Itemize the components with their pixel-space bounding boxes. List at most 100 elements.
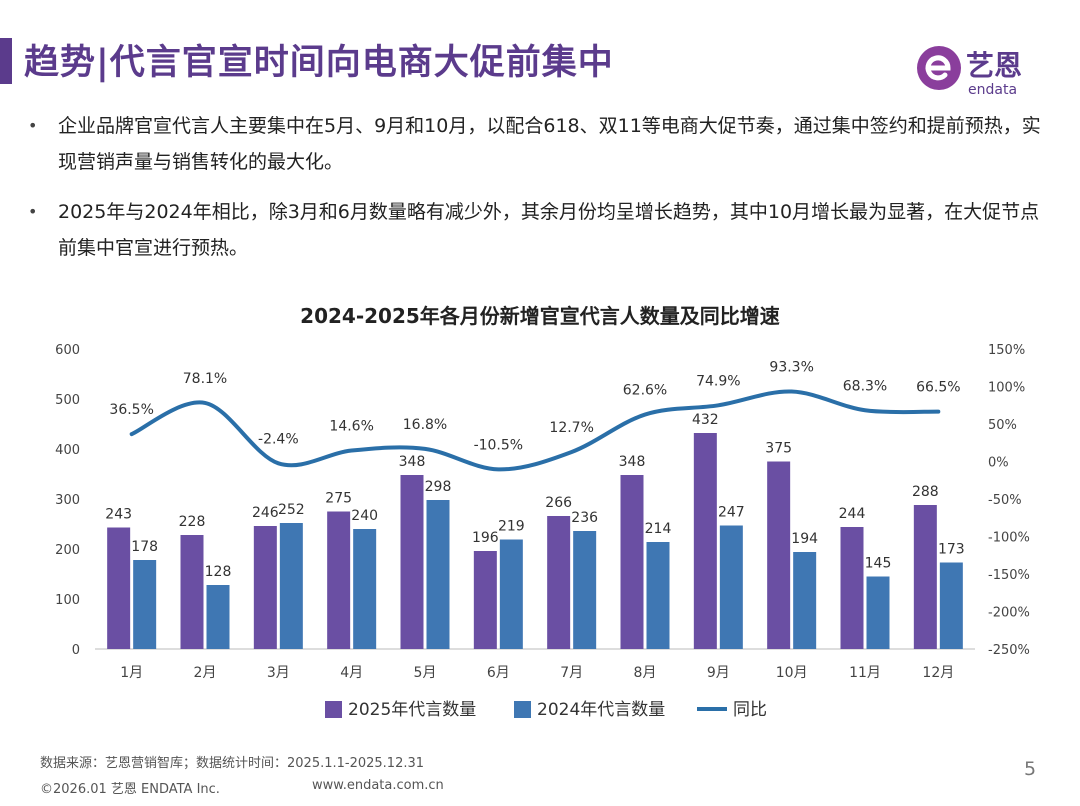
yoy-label: 93.3% (769, 360, 813, 376)
copyright: ©2026.01 艺恩 ENDATA Inc. (40, 782, 220, 797)
yoy-label: 36.5% (109, 402, 153, 418)
bar-2025 (400, 475, 424, 649)
title-accent-bar (0, 38, 12, 84)
bar-2025-label: 375 (765, 441, 792, 457)
bar-2024-label: 240 (351, 508, 378, 524)
bar-2025-label: 432 (692, 412, 719, 428)
bar-2024 (939, 562, 963, 649)
bar-2024-label: 236 (571, 510, 598, 526)
page-number: 5 (1024, 758, 1037, 780)
bullet-text: 企业品牌官宣代言人主要集中在5月、9月和10月，以配合618、双11等电商大促节… (58, 115, 1041, 173)
bar-2024 (719, 525, 743, 649)
yoy-label: -10.5% (474, 437, 524, 453)
x-tick-label: 6月 (487, 665, 510, 681)
bar-2024 (206, 585, 230, 649)
bar-2024-label: 298 (425, 479, 452, 495)
bar-2025 (253, 526, 277, 649)
bar-2024-label: 214 (645, 521, 672, 537)
x-tick-label: 10月 (776, 665, 808, 681)
legend-yoy-label: 同比 (733, 700, 767, 720)
y2-tick-label: -150% (988, 568, 1030, 583)
y2-tick-label: 150% (988, 343, 1025, 358)
bar-2024 (499, 539, 523, 649)
yoy-label: 62.6% (623, 383, 667, 399)
y-tick-label: 100 (55, 593, 80, 608)
legend-2024-swatch (514, 701, 531, 718)
bullet-item: • 企业品牌官宣代言人主要集中在5月、9月和10月，以配合618、双11等电商大… (28, 108, 1048, 180)
bar-2025 (473, 551, 497, 649)
bar-2024 (866, 576, 890, 649)
yoy-label: 66.5% (916, 380, 960, 396)
yoy-label: 12.7% (549, 420, 593, 436)
y2-tick-label: -100% (988, 531, 1030, 546)
bar-2025 (693, 433, 717, 649)
bar-2025 (620, 475, 644, 649)
y2-tick-label: 100% (988, 381, 1025, 396)
x-tick-label: 11月 (849, 665, 881, 681)
y2-tick-label: -50% (988, 493, 1022, 508)
bar-2025-label: 288 (912, 484, 939, 500)
page-title: 趋势|代言官宣时间向电商大促前集中 (24, 43, 614, 83)
bar-2024-label: 252 (278, 502, 305, 518)
logo-brand-cn: 艺恩 (966, 49, 1022, 82)
y-tick-label: 400 (55, 443, 80, 458)
bar-2025 (547, 516, 571, 649)
bullet-text: 2025年与2024年相比，除3月和6月数量略有减少外，其余月份均呈增长趋势，其… (58, 201, 1040, 259)
bar-2024-label: 219 (498, 519, 525, 535)
yoy-label: -2.4% (258, 431, 299, 447)
legend-2025-swatch (325, 701, 342, 718)
bar-2024 (426, 500, 450, 649)
bar-2025-label: 246 (252, 505, 279, 521)
bar-2024 (279, 523, 303, 649)
bar-2024-label: 145 (865, 556, 892, 572)
bullet-dot-icon: • (28, 202, 38, 221)
bullet-item: • 2025年与2024年相比，除3月和6月数量略有减少外，其余月份均呈增长趋势… (28, 194, 1048, 266)
bar-2025 (107, 527, 131, 649)
y-tick-label: 0 (72, 643, 80, 658)
bar-2025-label: 228 (179, 514, 206, 530)
bar-2025-label: 244 (839, 506, 866, 522)
x-tick-label: 7月 (560, 665, 583, 681)
bar-2024 (793, 552, 817, 649)
chart-title: 2024-2025年各月份新增官宣代言人数量及同比增速 (300, 304, 780, 328)
bar-2025-label: 196 (472, 530, 499, 546)
bar-2024 (133, 560, 157, 649)
bar-2025 (913, 505, 937, 649)
y2-tick-label: 50% (988, 418, 1017, 433)
bar-2025 (327, 511, 351, 649)
bar-2025 (840, 527, 864, 649)
yoy-line (129, 389, 941, 472)
y-tick-label: 600 (55, 343, 80, 358)
yoy-label: 68.3% (843, 378, 887, 394)
y-tick-label: 300 (55, 493, 80, 508)
bar-2024-label: 173 (938, 542, 965, 558)
x-tick-label: 4月 (340, 665, 363, 681)
y2-tick-label: -250% (988, 643, 1030, 658)
bar-2024 (573, 531, 597, 649)
x-tick-label: 9月 (707, 665, 730, 681)
bar-2025-label: 266 (545, 495, 572, 511)
bullet-list: • 企业品牌官宣代言人主要集中在5月、9月和10月，以配合618、双11等电商大… (28, 108, 1048, 280)
x-tick-label: 5月 (414, 665, 437, 681)
bar-2024-label: 247 (718, 505, 745, 521)
logo-brand-en: endata (968, 82, 1017, 98)
bar-2025-label: 243 (105, 507, 132, 523)
bar-2024 (646, 542, 670, 649)
bar-2024-label: 194 (791, 531, 818, 547)
x-tick-label: 2月 (194, 665, 217, 681)
y-tick-label: 500 (55, 393, 80, 408)
bar-2025 (180, 535, 204, 649)
brand-logo: 艺恩 endata (912, 42, 1052, 98)
x-tick-label: 1月 (120, 665, 143, 681)
legend-2025-label: 2025年代言数量 (348, 700, 476, 720)
bar-2024 (353, 529, 377, 649)
bar-2024-label: 178 (131, 539, 158, 555)
y-tick-label: 200 (55, 543, 80, 558)
website-link[interactable]: www.endata.com.cn (312, 778, 444, 793)
y2-tick-label: 0% (988, 456, 1009, 471)
bar-2025-label: 348 (619, 454, 646, 470)
bullet-dot-icon: • (28, 116, 38, 135)
yoy-label: 14.6% (329, 419, 373, 435)
bar-2025 (767, 461, 791, 649)
y2-tick-label: -200% (988, 606, 1030, 621)
